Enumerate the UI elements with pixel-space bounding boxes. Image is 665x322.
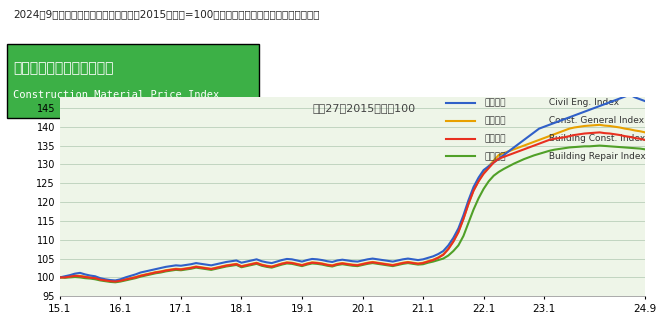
FancyBboxPatch shape <box>7 44 259 118</box>
Text: 建設資材物価指数（東京）: 建設資材物価指数（東京） <box>13 61 114 75</box>
Text: Construction Material Price Index: Construction Material Price Index <box>13 90 219 99</box>
Text: Building Const. Index: Building Const. Index <box>545 134 645 143</box>
Text: 土木部門: 土木部門 <box>484 98 505 107</box>
Text: Building Repair Index: Building Repair Index <box>545 152 645 161</box>
Text: 建築部門: 建築部門 <box>484 134 505 143</box>
Text: Const. General Index: Const. General Index <box>545 116 644 125</box>
Text: 建設総合: 建設総合 <box>484 116 505 125</box>
Text: 平成27（2015）年＝100: 平成27（2015）年＝100 <box>313 103 416 113</box>
Text: 建築補修: 建築補修 <box>484 152 505 161</box>
Text: 2024年9月の建設資材物価指数（東京：2015年平均=100）の動向をみると次のとおりである。: 2024年9月の建設資材物価指数（東京：2015年平均=100）の動向をみると次… <box>13 10 320 20</box>
Text: Civil Eng. Index: Civil Eng. Index <box>545 98 618 107</box>
